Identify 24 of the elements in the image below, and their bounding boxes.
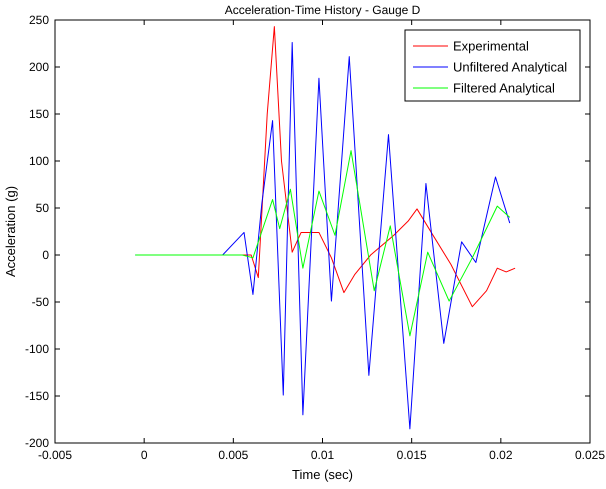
y-tick-label: -150 [24,389,50,404]
x-tick-label: -0.005 [38,448,72,462]
legend-label: Unfiltered Analytical [453,60,568,75]
line-series [134,150,510,336]
x-tick-label: 0.005 [218,448,249,462]
y-tick-label: 50 [36,201,50,216]
y-tick-label: -50 [32,295,50,310]
y-tick-label: -100 [24,342,50,356]
chart-title: Acceleration-Time History - Gauge D [224,3,421,17]
x-tick-label: 0.025 [574,448,606,462]
x-tick-label: 0.015 [396,448,428,462]
y-tick-label: -200 [24,436,50,450]
y-axis-title: Acceleration (g) [3,186,18,278]
x-axis-title: Time (sec) [292,467,353,482]
y-tick-label: 100 [28,154,50,168]
y-tick-label: 250 [28,13,50,28]
x-tick-label: 0.01 [310,448,334,462]
legend-label: Filtered Analytical [453,80,555,96]
x-tick-label: 0 [140,448,148,462]
legend-label: Experimental [453,38,529,54]
y-tick-label: 0 [42,248,50,262]
y-tick-label: 200 [28,60,50,74]
y-tick-label: 150 [28,107,50,122]
x-tick-label: 0.02 [489,448,513,462]
